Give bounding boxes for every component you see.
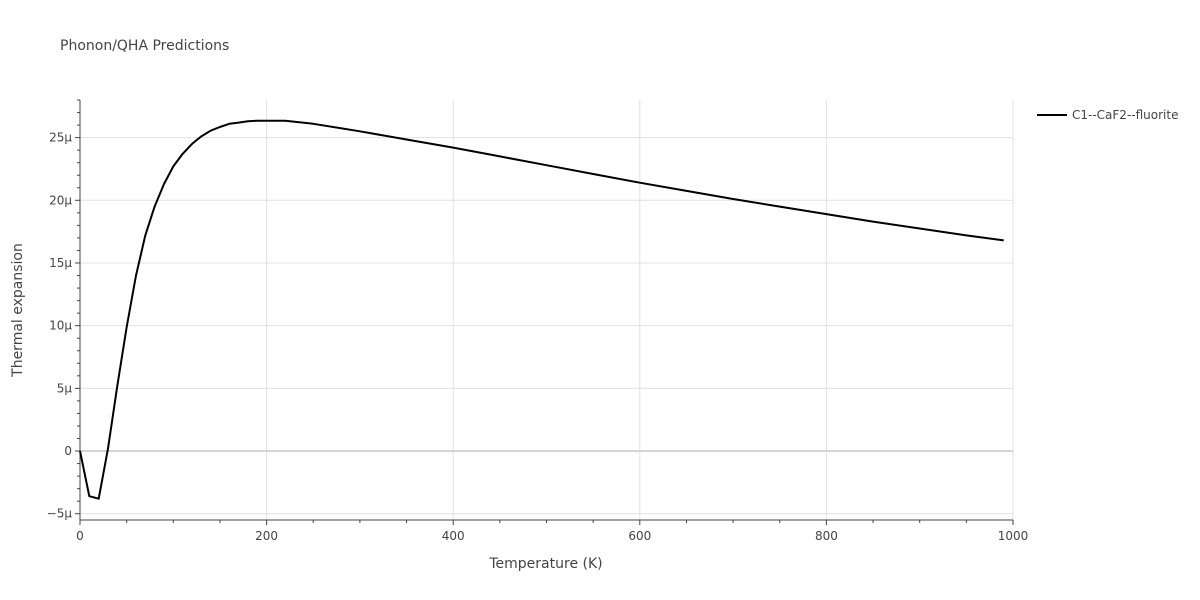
y-tick-label: 0 bbox=[64, 444, 72, 458]
legend-label: C1--CaF2--fluorite bbox=[1072, 108, 1178, 122]
y-tick-label: 5μ bbox=[57, 381, 73, 395]
y-axis-title: Thermal expansion bbox=[10, 243, 26, 378]
y-tick-label: −5μ bbox=[47, 507, 73, 521]
x-axis-title: Temperature (K) bbox=[488, 556, 602, 572]
x-tick-label: 200 bbox=[255, 529, 278, 543]
x-tick-label: 800 bbox=[815, 529, 838, 543]
grid bbox=[80, 100, 1014, 520]
x-tick-label: 600 bbox=[628, 529, 651, 543]
y-tick-label: 20μ bbox=[49, 193, 72, 207]
x-tick-label: 1000 bbox=[998, 529, 1029, 543]
plot-area bbox=[79, 119, 1004, 500]
x-tick-label: 400 bbox=[442, 529, 465, 543]
series-line-0[interactable] bbox=[79, 119, 1004, 500]
y-tick-label: 15μ bbox=[49, 256, 72, 270]
legend[interactable]: C1--CaF2--fluorite bbox=[1037, 108, 1178, 122]
chart-title: Phonon/QHA Predictions bbox=[60, 38, 229, 54]
x-tick-label: 0 bbox=[76, 529, 84, 543]
y-tick-label: 25μ bbox=[49, 131, 72, 145]
y-tick-label: 10μ bbox=[49, 319, 72, 333]
